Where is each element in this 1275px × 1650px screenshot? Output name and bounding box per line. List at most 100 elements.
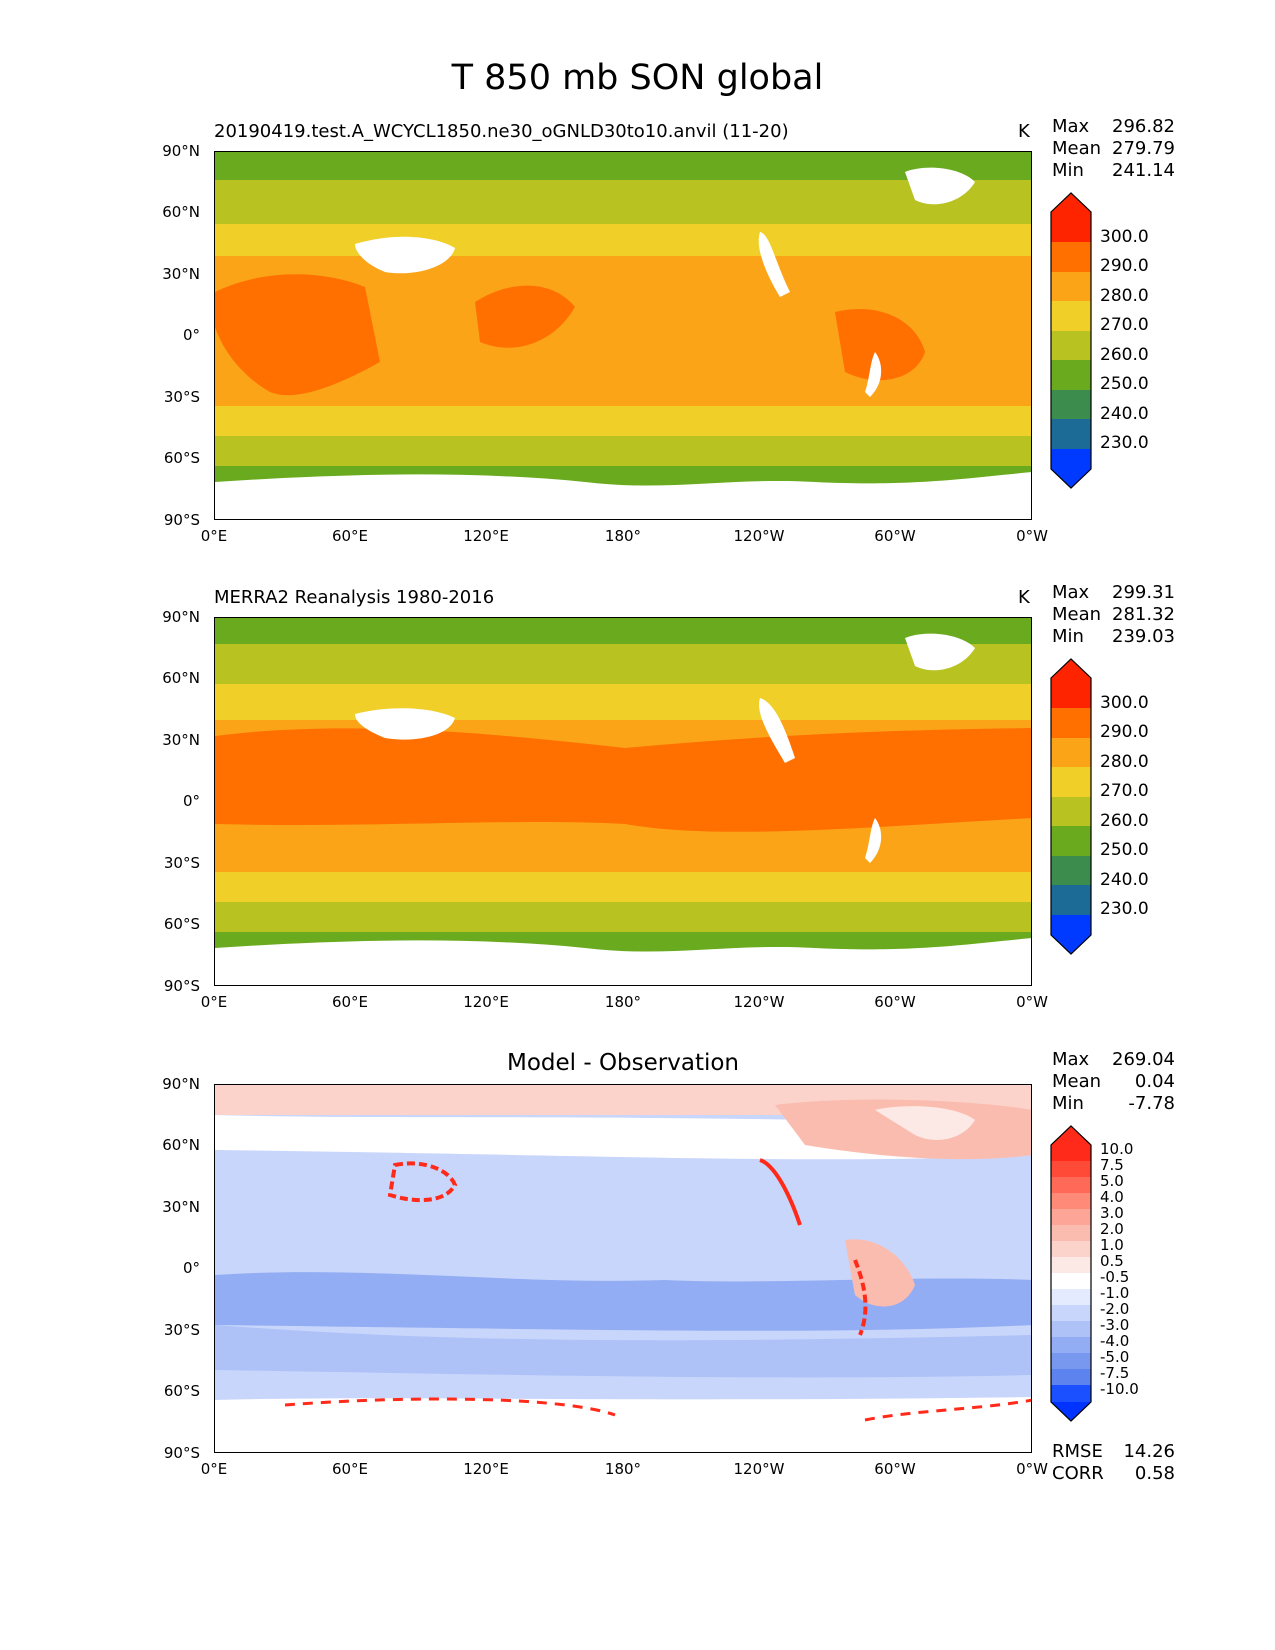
x-tick-label: 120°W [733, 527, 785, 545]
stat-mean-value: 279.79 [1112, 138, 1175, 159]
colorbar-label: -10.0 [1100, 1380, 1139, 1398]
stat-min-value: 241.14 [1112, 160, 1175, 181]
colorbar-segment [1051, 1225, 1091, 1241]
missing-rockies [759, 698, 795, 763]
x-tick-label: 0°E [200, 1460, 228, 1478]
x-tick-label: 120°E [463, 527, 509, 545]
diff-antarctica [215, 1397, 1031, 1452]
colorbar-segment [1051, 856, 1091, 885]
colorbar-label: 0.5 [1100, 1252, 1124, 1270]
figure-title: T 850 mb SON global [451, 58, 824, 98]
y-tick-label: 30°N [162, 731, 200, 749]
stat-mean-label: Mean [1052, 1071, 1102, 1092]
colorbar-label: 280.0 [1100, 752, 1149, 772]
stat-max-value: 269.04 [1112, 1049, 1175, 1070]
colorbar-label: 10.0 [1100, 1140, 1134, 1158]
map-plot-obs [214, 617, 1032, 986]
stat-max-value: 296.82 [1112, 116, 1175, 137]
colorbar-segment [1051, 242, 1091, 272]
colorbar-label: 250.0 [1100, 374, 1149, 394]
diff-cool-tropics [215, 1272, 1031, 1331]
colorbar-label: 230.0 [1100, 899, 1149, 919]
diff-tibet-contour [387, 1161, 458, 1203]
colorbar-label: 290.0 [1100, 256, 1149, 276]
band-warm-belt [215, 263, 1031, 355]
unit-label: K [1018, 121, 1030, 142]
colorbar-label: -7.5 [1100, 1364, 1130, 1382]
colorbar-label: -5.0 [1100, 1348, 1130, 1366]
diff-antarctic-contour-w [864, 1398, 1031, 1422]
missing-tibet [355, 708, 455, 740]
colorbar-segment [1051, 390, 1091, 419]
stat-mean-label: Mean [1052, 604, 1102, 625]
x-tick-label: 0°E [200, 993, 228, 1011]
band-midlat-south [215, 406, 1031, 436]
x-tick-label: 120°E [463, 1460, 509, 1478]
panel-title: MERRA2 Reanalysis 1980-2016 [214, 587, 495, 608]
colorbar-segment [1051, 1305, 1091, 1321]
colorbar-segment [1051, 1369, 1091, 1385]
colorbar-label: 3.0 [1100, 1204, 1124, 1222]
colorbar-label: -0.5 [1100, 1268, 1130, 1286]
y-tick-label: 90°N [162, 142, 200, 160]
colorbar-label: 2.0 [1100, 1220, 1124, 1238]
colorbar-segment [1051, 935, 1091, 954]
colorbar-segment [1051, 1193, 1091, 1209]
colorbar-segment [1051, 193, 1091, 212]
stat-min-label: Min [1052, 1093, 1084, 1114]
warm-africa [215, 274, 380, 396]
colorbar-model [1050, 192, 1092, 489]
rmse-value: 14.26 [1123, 1441, 1175, 1462]
band-midlat-north [215, 684, 1031, 720]
corr-label: CORR [1052, 1463, 1104, 1484]
colorbar-label: 230.0 [1100, 433, 1149, 453]
panel-obs: MERRA2 Reanalysis 1980-2016 K Max 299.31… [0, 466, 1275, 1011]
missing-greenland [905, 167, 975, 205]
stat-max-label: Max [1052, 582, 1090, 603]
colorbar-segment [1051, 708, 1091, 738]
colorbar-segment [1051, 738, 1091, 767]
y-tick-label: 60°S [163, 915, 200, 933]
x-tick-label: 60°E [331, 527, 369, 545]
missing-antarctica [215, 472, 1031, 519]
colorbar-segment [1051, 1321, 1091, 1337]
missing-antarctica [215, 938, 1031, 985]
colorbar-segment [1051, 1257, 1091, 1273]
colorbar-segment [1051, 331, 1091, 360]
x-tick-label: 60°W [874, 993, 916, 1011]
colorbar-label: 260.0 [1100, 345, 1149, 365]
x-tick-label: 60°W [874, 1460, 916, 1478]
diff-cool-mid [215, 1155, 1031, 1240]
colorbar-segment [1051, 1126, 1091, 1145]
stat-max-label: Max [1052, 1049, 1090, 1070]
y-tick-label: 90°S [163, 511, 200, 529]
map-plot-diff [214, 1084, 1032, 1453]
band-arctic [215, 618, 1031, 644]
colorbar-segment [1051, 767, 1091, 797]
colorbar-segment [1051, 272, 1091, 301]
colorbar-segment [1051, 1161, 1091, 1177]
panel-title: Model - Observation [506, 1050, 740, 1076]
colorbar-segment [1051, 1241, 1091, 1257]
colorbar-segment [1051, 915, 1091, 935]
y-tick-label: 90°S [163, 977, 200, 995]
missing-andes [865, 818, 882, 863]
y-tick-label: 30°S [163, 1321, 200, 1339]
colorbar-label: 280.0 [1100, 286, 1149, 306]
stat-min-value: -7.78 [1128, 1093, 1175, 1114]
missing-andes [865, 352, 882, 397]
colorbar-label: 270.0 [1100, 781, 1149, 801]
stat-min-label: Min [1052, 626, 1084, 647]
panel-title: 20190419.test.A_WCYCL1850.ne30_oGNLD30to… [214, 121, 789, 142]
colorbar-label: -1.0 [1100, 1284, 1130, 1302]
x-tick-label: 60°E [331, 1460, 369, 1478]
y-tick-label: 30°S [163, 854, 200, 872]
colorbar-segment [1051, 1402, 1091, 1421]
colorbar-segment [1051, 1177, 1091, 1193]
colorbar-label: 300.0 [1100, 693, 1149, 713]
diff-cool-south [215, 1325, 1031, 1378]
diff-canada-warm [775, 1099, 1031, 1160]
y-tick-label: 90°N [162, 608, 200, 626]
colorbar-segment [1051, 449, 1091, 469]
colorbar-label: 300.0 [1100, 227, 1149, 247]
